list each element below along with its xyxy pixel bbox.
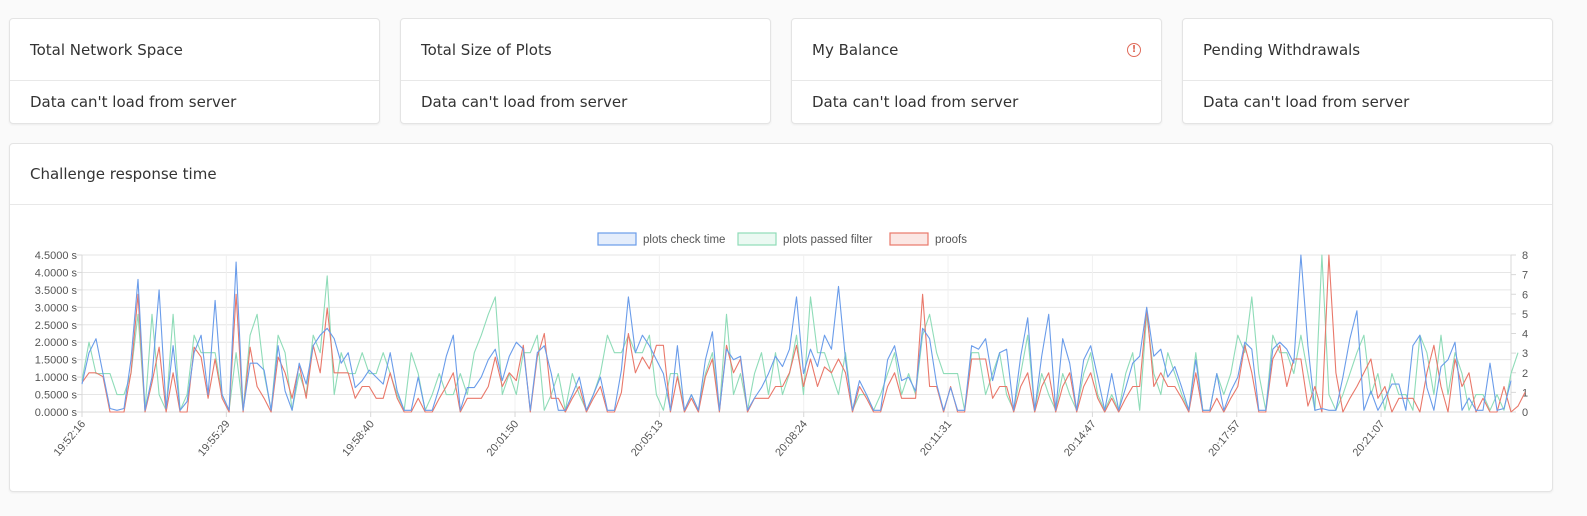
y-left-tick-label: 1.0000 s [35,372,78,384]
y-left-tick-label: 2.0000 s [35,337,78,349]
y-right-tick-label: 0 [1522,407,1528,419]
chart-card-challenge-response: Challenge response time [9,143,1553,492]
stat-card-my-balance: My Balance ! Data can't load from server [791,18,1162,124]
card-body: Data can't load from server [401,81,770,123]
card-title: My Balance [812,40,899,59]
y-left-tick-label: 0.0000 s [35,407,78,419]
y-left-tick-label: 4.5000 s [35,250,78,262]
card-status-text: Data can't load from server [1203,93,1410,111]
y-left-tick-label: 0.5000 s [35,390,78,402]
x-tick-label: 20:08:24 [773,418,810,459]
stat-card-pending-withdrawals: Pending Withdrawals Data can't load from… [1182,18,1553,124]
card-header: Total Network Space [10,19,379,81]
card-title: Total Size of Plots [421,40,552,59]
stat-card-plot-size: Total Size of Plots Data can't load from… [400,18,771,124]
card-header: Challenge response time [10,144,1552,205]
card-header: Pending Withdrawals [1183,19,1552,81]
card-body: Data can't load from server [1183,81,1552,123]
card-title: Total Network Space [30,40,183,59]
x-tick-label: 19:52:16 [52,418,89,459]
x-tick-label: 20:01:50 [485,418,522,459]
legend-label: plots passed filter [783,234,873,246]
chart-card-title: Challenge response time [30,165,217,183]
legend-swatch [597,232,637,246]
legend-label: proofs [935,234,967,246]
y-right-tick-label: 6 [1522,289,1528,301]
card-status-text: Data can't load from server [30,93,237,111]
x-tick-label: 20:21:07 [1351,418,1388,459]
card-body: Data can't load from server [10,81,379,123]
card-title: Pending Withdrawals [1203,40,1361,59]
y-right-tick-label: 5 [1522,309,1528,321]
y-left-tick-label: 2.5000 s [35,320,78,332]
y-right-tick-label: 7 [1522,270,1528,282]
series-line-plots-check-time [81,254,1512,411]
card-status-text: Data can't load from server [812,93,1019,111]
y-left-tick-label: 1.5000 s [35,355,78,367]
legend-swatch [737,232,777,246]
x-tick-label: 20:14:47 [1062,418,1099,459]
stat-card-network-space: Total Network Space Data can't load from… [9,18,380,124]
x-tick-label: 20:05:13 [629,418,666,459]
y-right-tick-label: 4 [1522,329,1528,341]
card-body: Data can't load from server [792,81,1161,123]
legend-label: plots check time [643,234,725,246]
y-left-tick-label: 3.5000 s [35,285,78,297]
y-left-tick-label: 3.0000 s [35,302,78,314]
y-right-tick-label: 2 [1522,368,1528,380]
y-right-tick-label: 3 [1522,348,1528,360]
card-header: Total Size of Plots [401,19,770,81]
card-header: My Balance ! [792,19,1161,81]
card-status-text: Data can't load from server [421,93,628,111]
x-tick-label: 20:17:57 [1206,418,1243,459]
series-line-proofs [81,254,1526,413]
y-right-tick-label: 8 [1522,250,1528,262]
x-tick-label: 20:11:31 [918,418,954,458]
y-left-tick-label: 4.0000 s [35,267,78,279]
x-tick-label: 19:55:29 [196,418,233,459]
x-tick-label: 19:58:40 [340,418,377,459]
alert-circle-icon[interactable]: ! [1127,42,1141,57]
legend-swatch [889,232,929,246]
